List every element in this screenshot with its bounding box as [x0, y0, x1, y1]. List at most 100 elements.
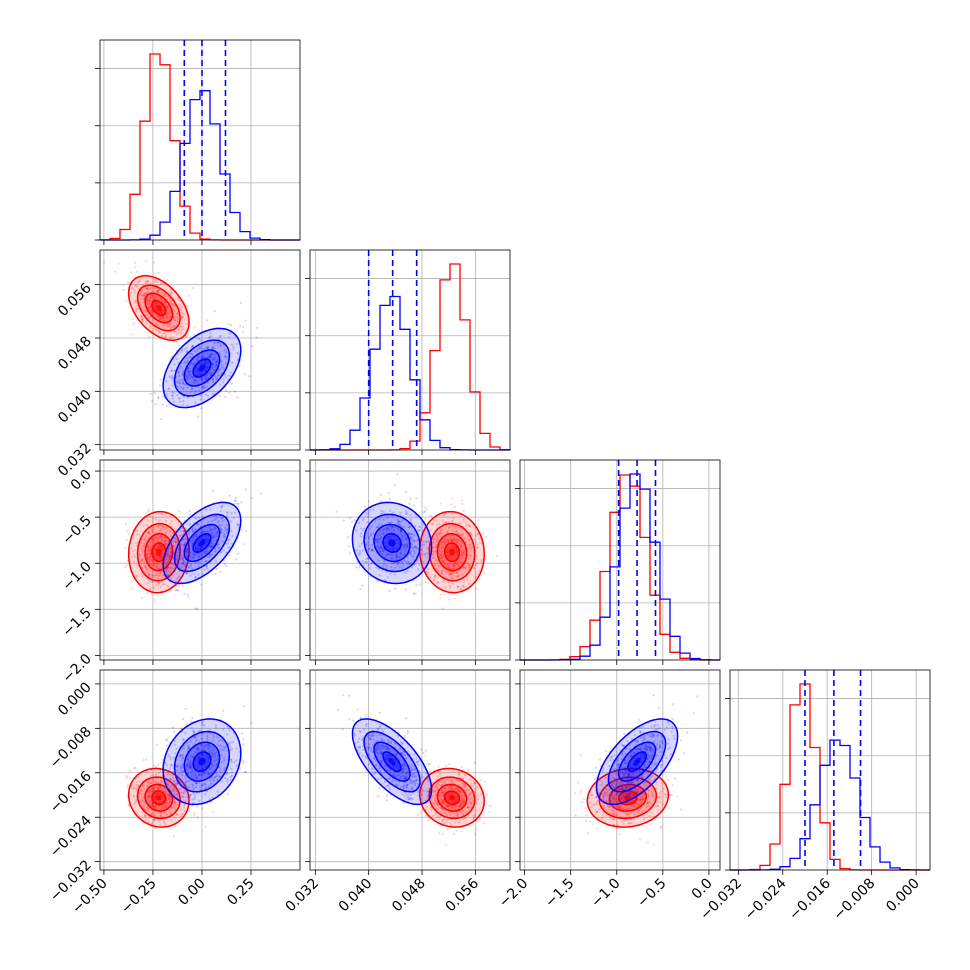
scatter-point — [353, 734, 356, 737]
scatter-point — [448, 564, 451, 567]
scatter-point — [467, 794, 470, 797]
scatter-point — [156, 290, 159, 293]
scatter-point — [410, 764, 413, 767]
scatter-point — [378, 726, 382, 729]
scatter-point — [371, 733, 375, 736]
scatter-point — [136, 574, 139, 577]
scatter-point — [151, 530, 154, 533]
scatter-point — [396, 555, 399, 559]
scatter-point — [241, 330, 244, 333]
scatter-point — [187, 294, 190, 297]
scatter-point — [196, 805, 199, 809]
scatter-point — [186, 555, 189, 558]
scatter-point — [189, 762, 192, 765]
scatter-point — [387, 538, 390, 541]
scatter-point — [148, 790, 151, 793]
scatter-point — [410, 533, 413, 536]
scatter-point — [170, 375, 174, 378]
scatter-point — [157, 567, 160, 570]
scatter-point — [407, 771, 410, 774]
scatter-point — [408, 562, 411, 566]
scatter-point — [395, 554, 398, 557]
scatter-point — [181, 812, 185, 816]
scatter-point — [357, 553, 360, 557]
scatter-point — [181, 403, 185, 407]
scatter-point — [161, 758, 164, 761]
scatter-point — [377, 743, 381, 746]
scatter-point — [390, 741, 393, 745]
scatter-point — [152, 787, 155, 790]
scatter-point — [377, 537, 380, 541]
scatter-point — [200, 784, 203, 787]
scatter-point — [466, 523, 469, 526]
scatter-point — [162, 799, 165, 802]
scatter-point — [183, 806, 186, 809]
scatter-point — [458, 790, 461, 793]
scatter-point — [135, 783, 139, 786]
scatter-point — [221, 520, 224, 523]
scatter-point — [207, 376, 210, 380]
scatter-point — [214, 527, 217, 530]
scatter-point — [378, 546, 381, 550]
scatter-point — [157, 525, 160, 528]
scatter-point — [172, 756, 175, 759]
scatter-point — [452, 538, 455, 541]
scatter-point — [407, 525, 410, 529]
scatter-point — [219, 344, 222, 347]
scatter-point — [214, 518, 217, 521]
scatter-point — [463, 552, 466, 555]
scatter-point — [213, 342, 216, 345]
scatter-point — [424, 506, 427, 509]
scatter-point — [195, 549, 198, 552]
scatter-point — [453, 562, 456, 565]
scatter-point — [206, 734, 209, 737]
scatter-point — [170, 783, 174, 787]
scatter-point — [146, 280, 150, 283]
scatter-point — [401, 767, 405, 770]
scatter-point — [456, 532, 459, 535]
scatter-point — [393, 757, 396, 761]
scatter-point — [205, 755, 208, 759]
scatter-point — [188, 513, 191, 516]
scatter-point — [175, 341, 179, 344]
scatter-point — [157, 271, 160, 274]
scatter-point — [341, 728, 344, 731]
scatter-point — [154, 304, 157, 307]
scatter-point — [173, 569, 176, 572]
scatter-point — [464, 784, 467, 787]
scatter-point — [467, 805, 470, 808]
scatter-point — [433, 556, 436, 559]
scatter-point — [151, 786, 154, 789]
scatter-point — [186, 547, 189, 550]
scatter-point — [159, 310, 162, 313]
scatter-point — [216, 531, 219, 534]
scatter-point — [215, 517, 218, 520]
scatter-point — [203, 772, 206, 775]
scatter-point — [389, 536, 392, 540]
scatter-point — [405, 538, 408, 541]
scatter-point — [404, 781, 407, 784]
scatter-point — [151, 790, 154, 793]
scatter-point — [439, 529, 442, 532]
scatter-point — [160, 535, 163, 538]
scatter-point — [449, 811, 452, 814]
scatter-point — [453, 536, 456, 540]
scatter-point — [447, 564, 450, 567]
scatter-point — [451, 497, 454, 500]
scatter-point — [358, 730, 361, 733]
scatter-point — [196, 543, 199, 546]
scatter-point — [184, 383, 187, 387]
scatter-point — [448, 586, 452, 589]
scatter-point — [148, 556, 152, 559]
scatter-point — [446, 570, 449, 574]
scatter-point — [186, 350, 189, 353]
scatter-point — [146, 287, 149, 290]
scatter-point — [139, 293, 142, 296]
scatter-point — [151, 774, 154, 777]
scatter-point — [203, 749, 206, 752]
scatter-point — [440, 569, 443, 572]
scatter-point — [383, 578, 386, 582]
scatter-point — [187, 785, 190, 789]
scatter-point — [209, 353, 213, 356]
scatter-point — [164, 823, 167, 826]
